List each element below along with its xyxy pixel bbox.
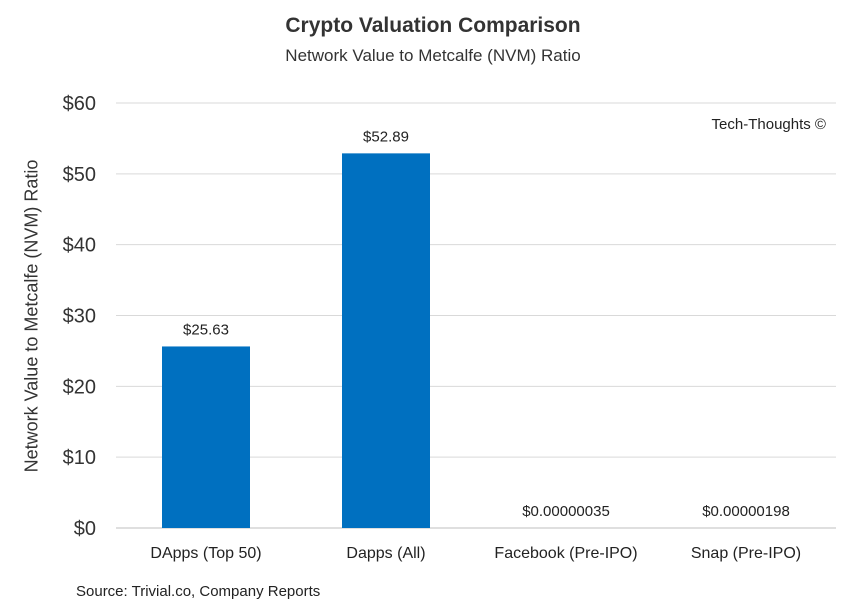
y-tick-label: $30 (63, 306, 96, 328)
y-tick-label: $40 (63, 235, 96, 257)
watermark: Tech-Thoughts © (711, 116, 826, 133)
y-tick-label: $50 (63, 164, 96, 186)
data-label: $25.63 (183, 321, 229, 338)
x-tick-label: DApps (Top 50) (150, 545, 261, 562)
y-tick-label: $60 (63, 93, 96, 115)
data-label: $52.89 (363, 128, 409, 145)
bar (342, 153, 430, 529)
y-tick-label: $20 (63, 376, 96, 398)
x-tick-label: Dapps (All) (346, 545, 425, 562)
chart-title: Crypto Valuation Comparison (285, 14, 581, 37)
data-label: $0.00000035 (522, 503, 610, 520)
x-tick-label: Snap (Pre-IPO) (691, 545, 801, 562)
source-note: Source: Trivial.co, Company Reports (76, 583, 321, 600)
data-label: $0.00000198 (702, 503, 790, 520)
bar (162, 346, 250, 528)
x-tick-label: Facebook (Pre-IPO) (494, 545, 637, 562)
chart-subtitle: Network Value to Metcalfe (NVM) Ratio (285, 46, 581, 65)
y-tick-label: $10 (63, 447, 96, 469)
y-tick-label: $0 (74, 518, 96, 540)
